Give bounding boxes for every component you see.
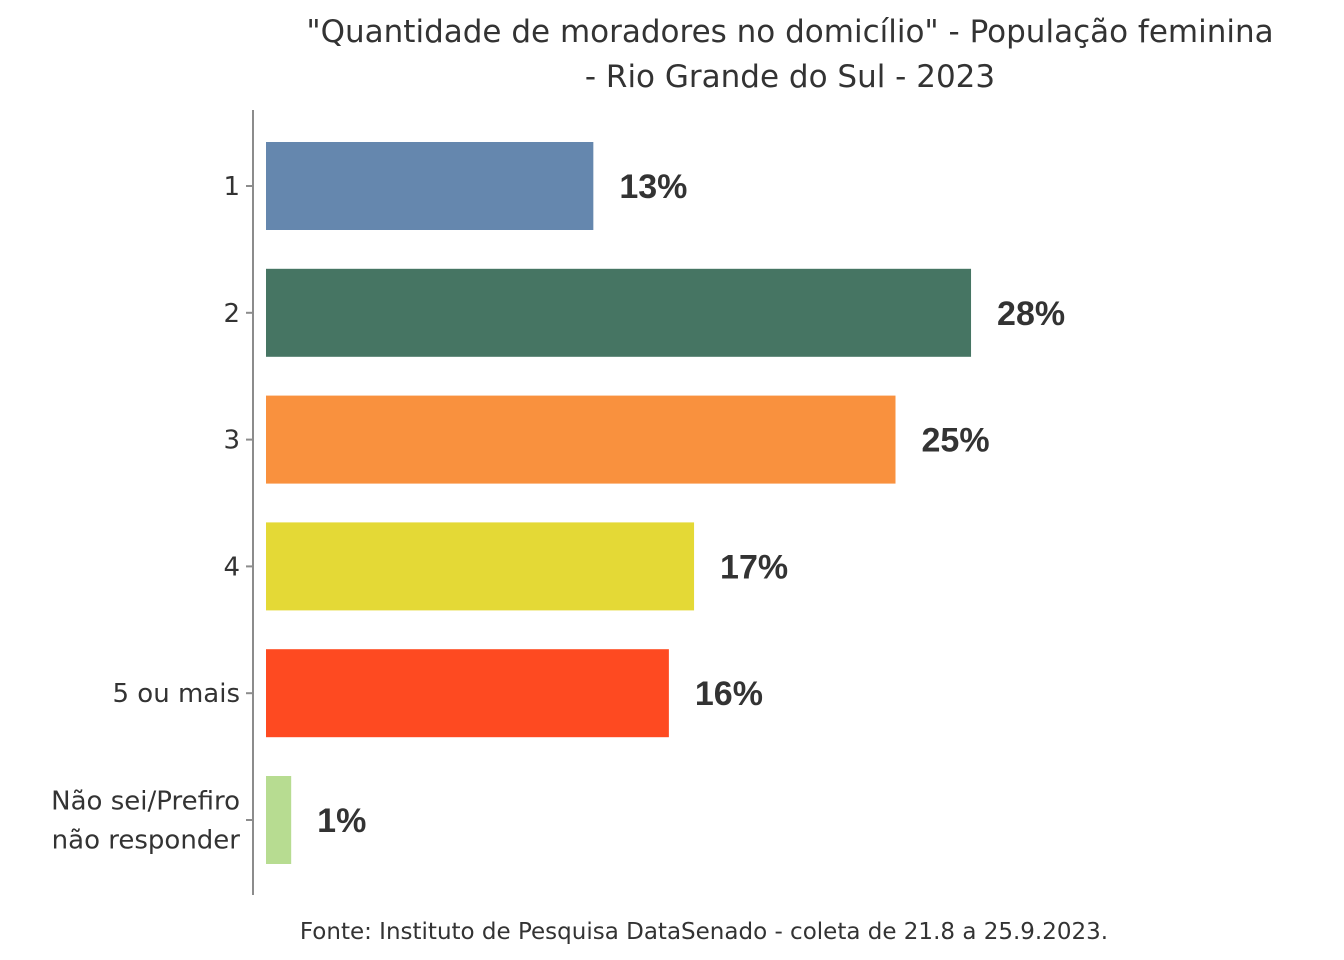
- y-tick-label-6-line-2: não responder: [52, 826, 241, 856]
- chart-title-line-2: - Rio Grande do Sul - 2023: [585, 59, 995, 95]
- y-tick-label-2: 2: [223, 299, 240, 329]
- bar-5: [266, 649, 669, 738]
- bars-group: [266, 142, 972, 864]
- y-tick-label-4: 4: [223, 552, 240, 582]
- y-tick-label-6-line-1: Não sei/Prefiro: [51, 787, 240, 817]
- bar-4: [266, 522, 695, 611]
- y-tick-label-1: 1: [223, 172, 240, 202]
- y-axis-ticks: [246, 185, 253, 821]
- data-label-1: 13%: [619, 168, 687, 206]
- y-tick-label-5: 5 ou mais: [113, 679, 241, 709]
- data-labels: 13% 28% 25% 17% 16% 1%: [317, 168, 1065, 840]
- data-label-3: 25%: [922, 422, 990, 460]
- bar-3: [266, 395, 896, 484]
- chart-title-line-1: "Quantidade de moradores no domicílio" -…: [306, 14, 1273, 50]
- bar-1: [266, 142, 594, 230]
- data-label-6: 1%: [317, 802, 366, 840]
- data-label-2: 28%: [997, 295, 1065, 333]
- data-label-5: 16%: [695, 675, 763, 713]
- bar-6: [266, 776, 292, 864]
- source-note: Fonte: Instituto de Pesquisa DataSenado …: [300, 919, 1108, 945]
- chart-title: "Quantidade de moradores no domicílio" -…: [306, 14, 1273, 95]
- data-label-4: 17%: [720, 548, 788, 586]
- y-tick-label-3: 3: [223, 426, 240, 456]
- bar-2: [266, 268, 972, 357]
- y-axis-tick-labels: 1 2 3 4 5 ou mais Não sei/Prefiro não responde…: [51, 172, 240, 856]
